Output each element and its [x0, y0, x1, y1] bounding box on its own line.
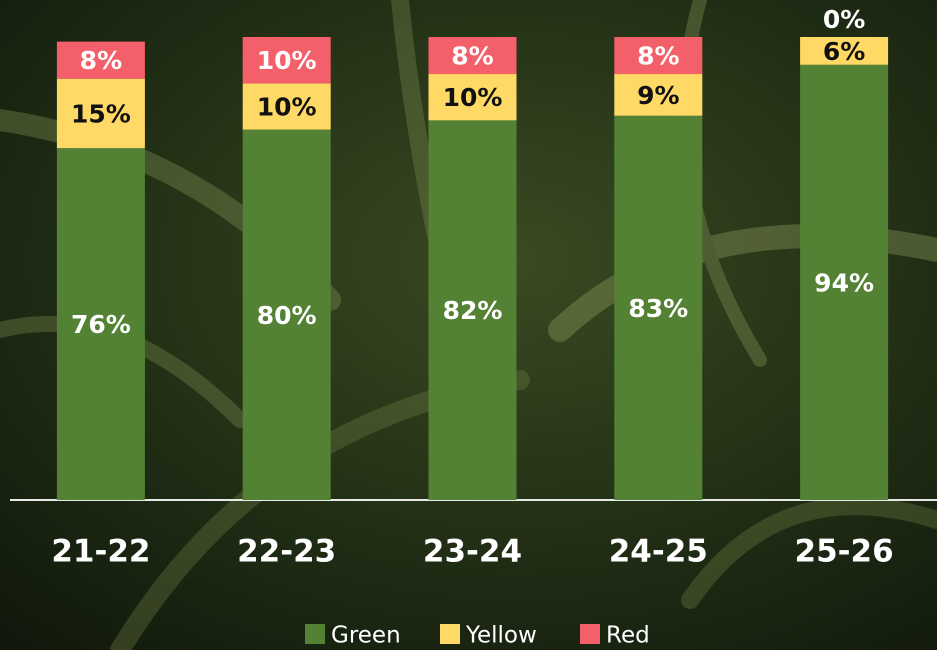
data-label: 80%: [257, 301, 317, 330]
data-label: 6%: [823, 37, 865, 66]
data-label: 8%: [637, 42, 679, 71]
x-tick-label: 23-24: [423, 534, 522, 570]
data-label: 8%: [80, 46, 122, 75]
x-tick-label: 24-25: [609, 534, 708, 570]
data-label: 10%: [257, 46, 317, 75]
data-label: 94%: [814, 268, 874, 297]
data-label: 10%: [443, 83, 503, 112]
x-tick-label: 22-23: [237, 534, 336, 570]
data-label: 82%: [443, 296, 503, 325]
data-label: 76%: [71, 310, 131, 339]
data-label: 8%: [451, 42, 493, 71]
legend-label: Green: [331, 623, 401, 649]
legend-swatch: [305, 624, 325, 644]
legend-label: Yellow: [465, 623, 537, 649]
legend-swatch: [440, 624, 460, 644]
x-tick-label: 21-22: [51, 534, 150, 570]
legend-label: Red: [606, 623, 650, 649]
data-label: 15%: [71, 99, 131, 128]
data-label: 83%: [628, 294, 688, 323]
x-tick-label: 25-26: [795, 534, 894, 570]
data-label: 10%: [257, 92, 317, 121]
data-label: 0%: [823, 5, 865, 34]
chart: Green Yellow Red 76% 15% 8% 21-22 80% 10% 10% 22-…: [0, 0, 937, 650]
legend-swatch: [580, 624, 600, 644]
data-label: 9%: [637, 81, 679, 110]
